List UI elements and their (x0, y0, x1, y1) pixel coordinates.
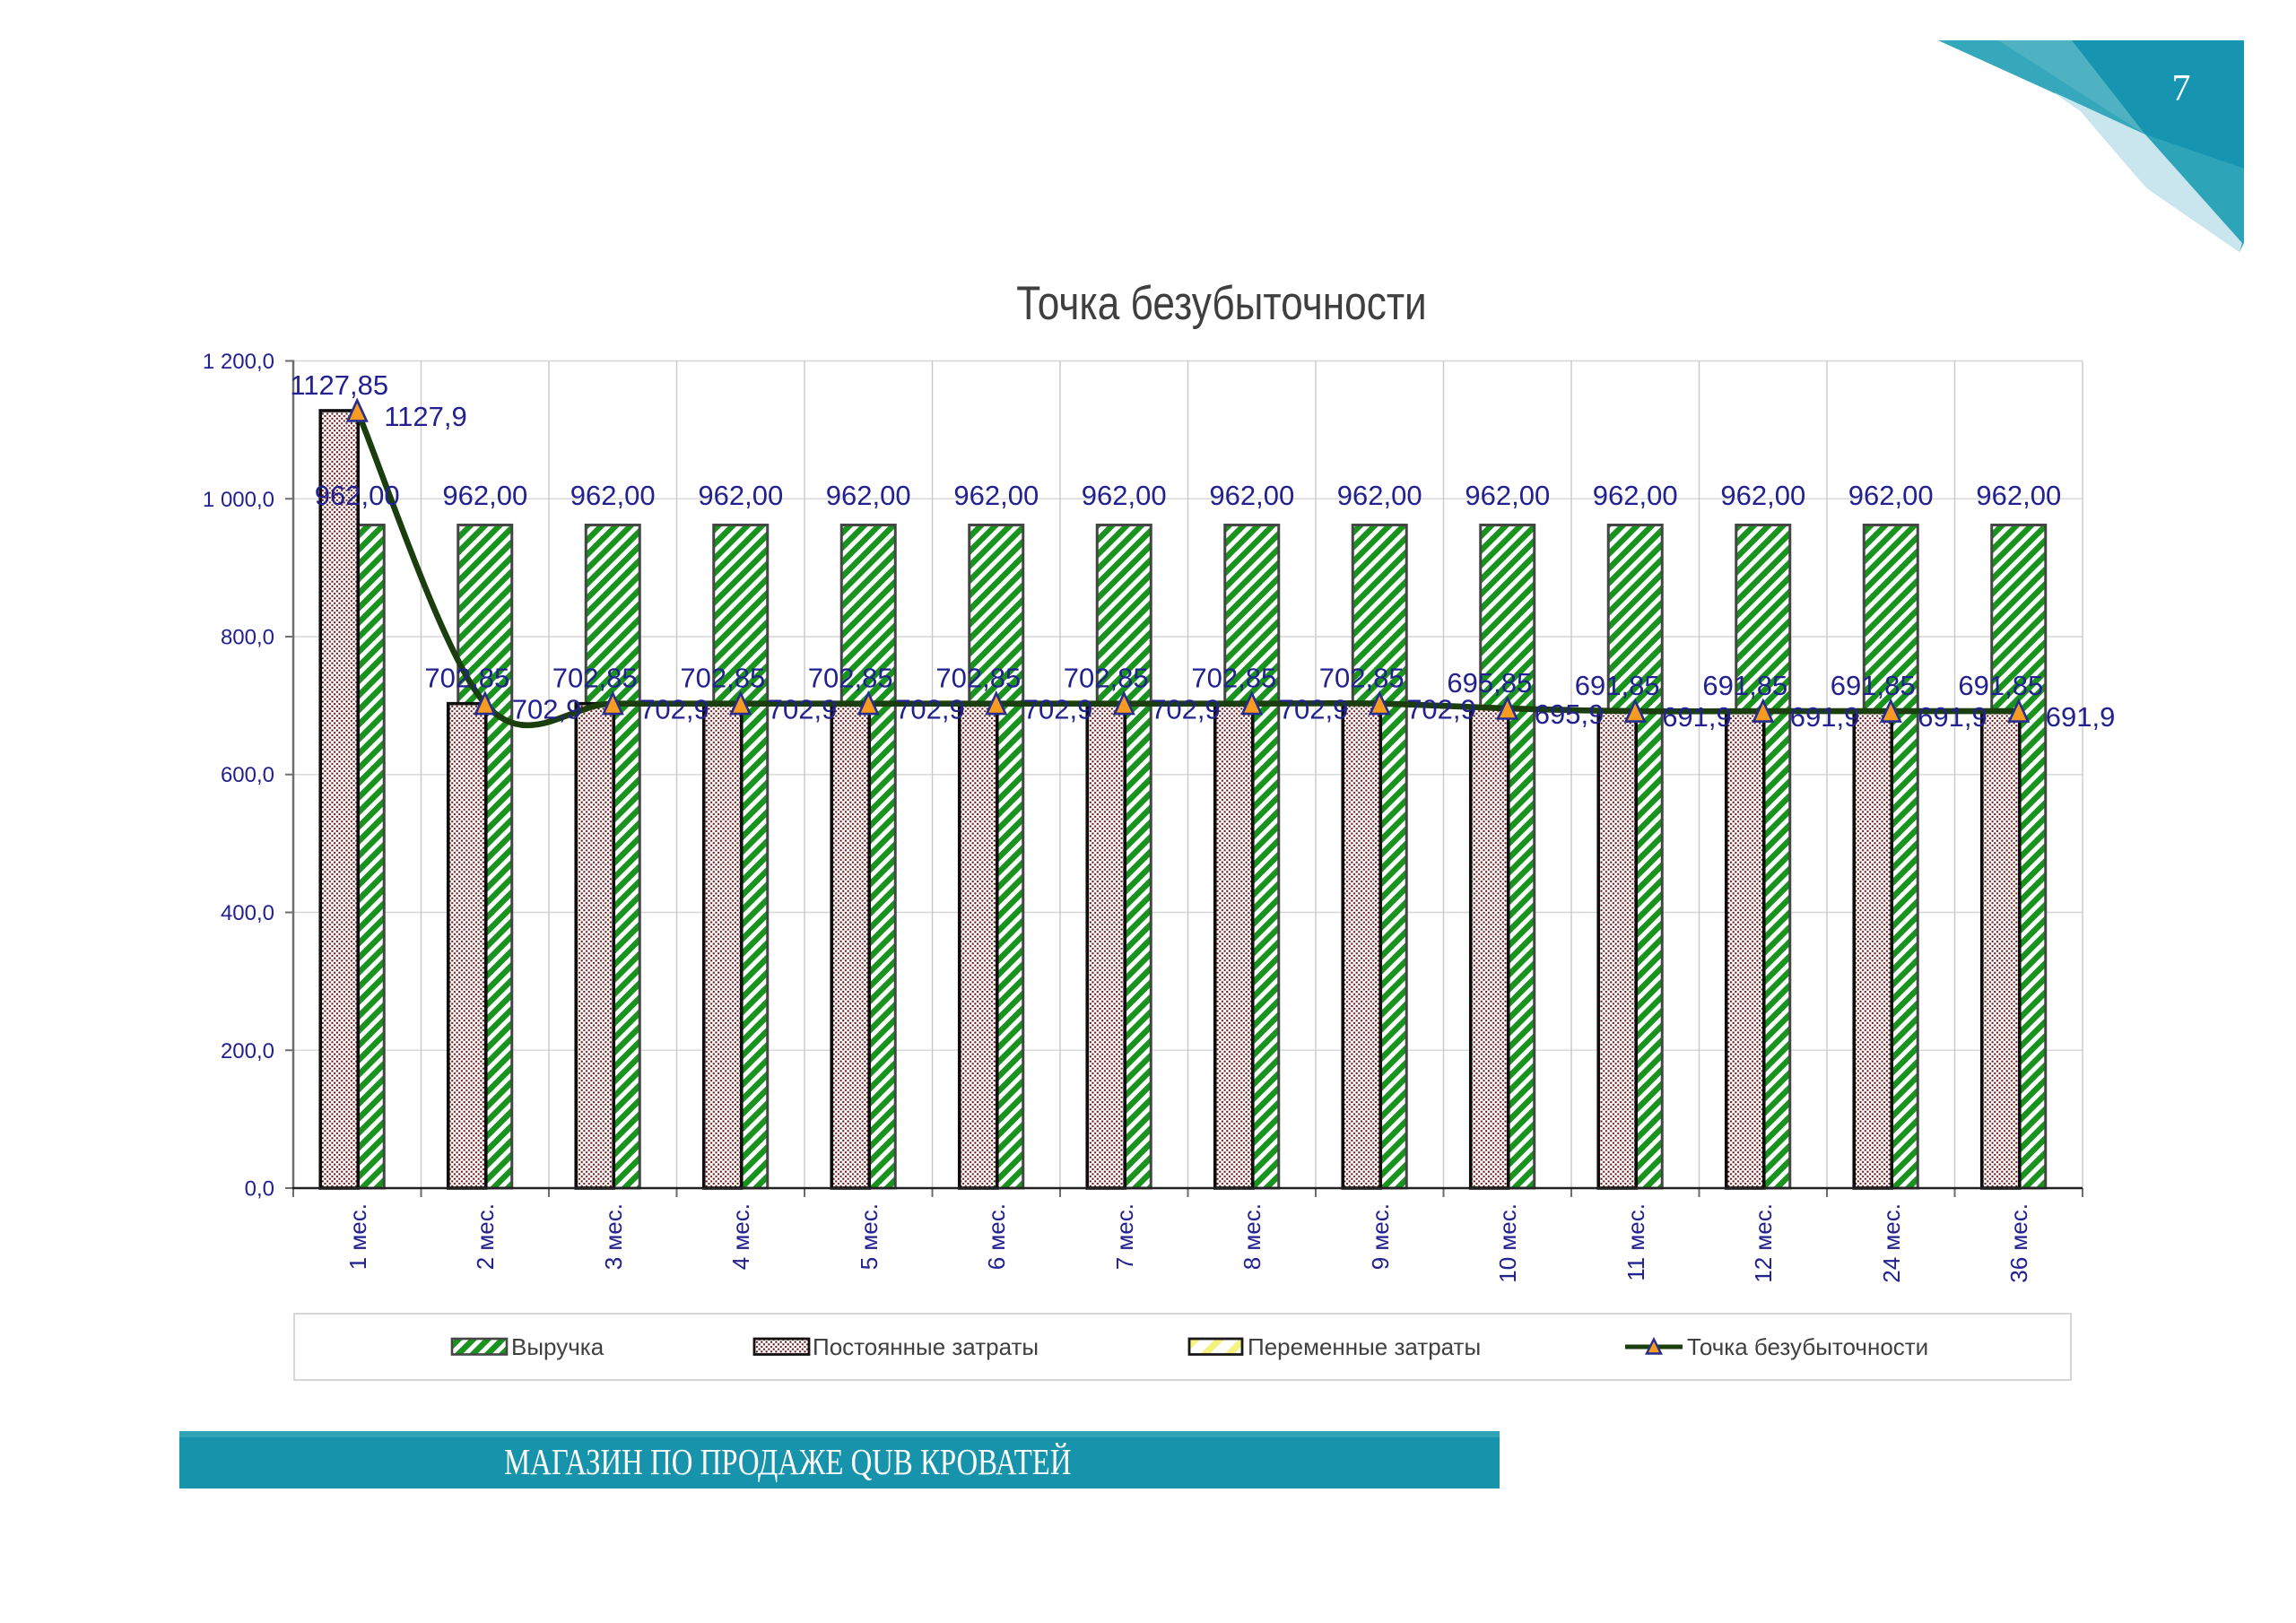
svg-text:800,0: 800,0 (221, 626, 274, 650)
svg-text:400,0: 400,0 (221, 901, 274, 925)
svg-text:0,0: 0,0 (245, 1177, 274, 1202)
svg-text:702,9: 702,9 (895, 694, 965, 725)
svg-text:7: 7 (2172, 68, 2191, 109)
svg-text:702,85: 702,85 (1319, 663, 1405, 694)
svg-text:962,00: 962,00 (826, 480, 911, 511)
svg-text:702,9: 702,9 (639, 694, 709, 725)
svg-text:Переменные затраты: Переменные затраты (1248, 1333, 1481, 1360)
svg-text:1 000,0: 1 000,0 (203, 488, 274, 512)
svg-text:Выручка: Выручка (511, 1333, 604, 1360)
svg-text:691,85: 691,85 (1831, 670, 1916, 701)
svg-text:5 мес.: 5 мес. (856, 1203, 883, 1270)
svg-text:6 мес.: 6 мес. (983, 1203, 1010, 1270)
svg-text:Точка безубыточности: Точка безубыточности (1687, 1333, 1928, 1360)
svg-text:1 200,0: 1 200,0 (203, 350, 274, 374)
svg-text:962,00: 962,00 (1209, 480, 1294, 511)
svg-text:695,85: 695,85 (1447, 667, 1532, 699)
svg-text:691,9: 691,9 (1790, 701, 1860, 733)
svg-text:962,00: 962,00 (1465, 480, 1550, 511)
svg-text:962,00: 962,00 (953, 480, 1039, 511)
svg-text:4 мес.: 4 мес. (727, 1203, 754, 1270)
svg-text:8 мес.: 8 мес. (1239, 1203, 1265, 1270)
svg-text:702,85: 702,85 (552, 663, 638, 694)
svg-text:962,00: 962,00 (698, 480, 783, 511)
svg-text:36 мес.: 36 мес. (2005, 1203, 2032, 1283)
svg-text:702,85: 702,85 (1191, 663, 1276, 694)
svg-text:702,9: 702,9 (1279, 694, 1349, 725)
svg-text:702,85: 702,85 (424, 663, 509, 694)
svg-text:691,85: 691,85 (1958, 670, 2043, 701)
svg-text:962,00: 962,00 (442, 480, 527, 511)
svg-text:962,00: 962,00 (1848, 480, 1934, 511)
svg-text:9 мес.: 9 мес. (1367, 1203, 1394, 1270)
svg-text:Точка безубыточности: Точка безубыточности (1016, 277, 1427, 330)
svg-text:691,85: 691,85 (1575, 670, 1660, 701)
svg-text:962,00: 962,00 (1720, 480, 1805, 511)
svg-text:702,9: 702,9 (1406, 694, 1476, 725)
svg-text:702,85: 702,85 (808, 663, 893, 694)
svg-text:691,9: 691,9 (1918, 701, 1987, 733)
svg-text:7 мес.: 7 мес. (1111, 1203, 1138, 1270)
svg-text:МАГАЗИН ПО ПРОДАЖЕ QUB КРОВАТЕ: МАГАЗИН ПО ПРОДАЖЕ QUB КРОВАТЕЙ (504, 1442, 1071, 1483)
svg-text:702,9: 702,9 (512, 694, 582, 725)
svg-text:200,0: 200,0 (221, 1039, 274, 1063)
svg-text:702,85: 702,85 (935, 663, 1021, 694)
svg-text:11 мес.: 11 мес. (1622, 1203, 1649, 1281)
svg-text:1127,9: 1127,9 (384, 401, 467, 432)
svg-text:702,9: 702,9 (1151, 694, 1221, 725)
svg-text:1127,85: 1127,85 (290, 369, 388, 401)
svg-text:962,00: 962,00 (1082, 480, 1167, 511)
svg-text:691,85: 691,85 (1702, 670, 1787, 701)
svg-text:702,9: 702,9 (768, 694, 838, 725)
svg-text:962,00: 962,00 (1337, 480, 1422, 511)
svg-text:24 мес.: 24 мес. (1878, 1203, 1905, 1283)
svg-text:702,85: 702,85 (1064, 663, 1149, 694)
svg-text:10 мес.: 10 мес. (1494, 1203, 1521, 1283)
svg-text:1 мес.: 1 мес. (344, 1203, 371, 1270)
svg-text:695,9: 695,9 (1535, 699, 1605, 730)
svg-text:691,9: 691,9 (1662, 701, 1732, 733)
svg-text:Постоянные затраты: Постоянные затраты (813, 1333, 1039, 1360)
svg-text:702,85: 702,85 (680, 663, 765, 694)
svg-text:3 мес.: 3 мес. (600, 1203, 627, 1270)
svg-text:600,0: 600,0 (221, 763, 274, 787)
svg-text:702,9: 702,9 (1023, 694, 1093, 725)
svg-text:691,9: 691,9 (2046, 701, 2116, 733)
svg-text:962,00: 962,00 (1976, 480, 2061, 511)
svg-text:12 мес.: 12 мес. (1750, 1203, 1777, 1283)
svg-text:962,00: 962,00 (315, 480, 400, 511)
svg-text:2 мес.: 2 мес. (472, 1203, 499, 1270)
svg-text:962,00: 962,00 (1593, 480, 1678, 511)
svg-text:962,00: 962,00 (570, 480, 656, 511)
